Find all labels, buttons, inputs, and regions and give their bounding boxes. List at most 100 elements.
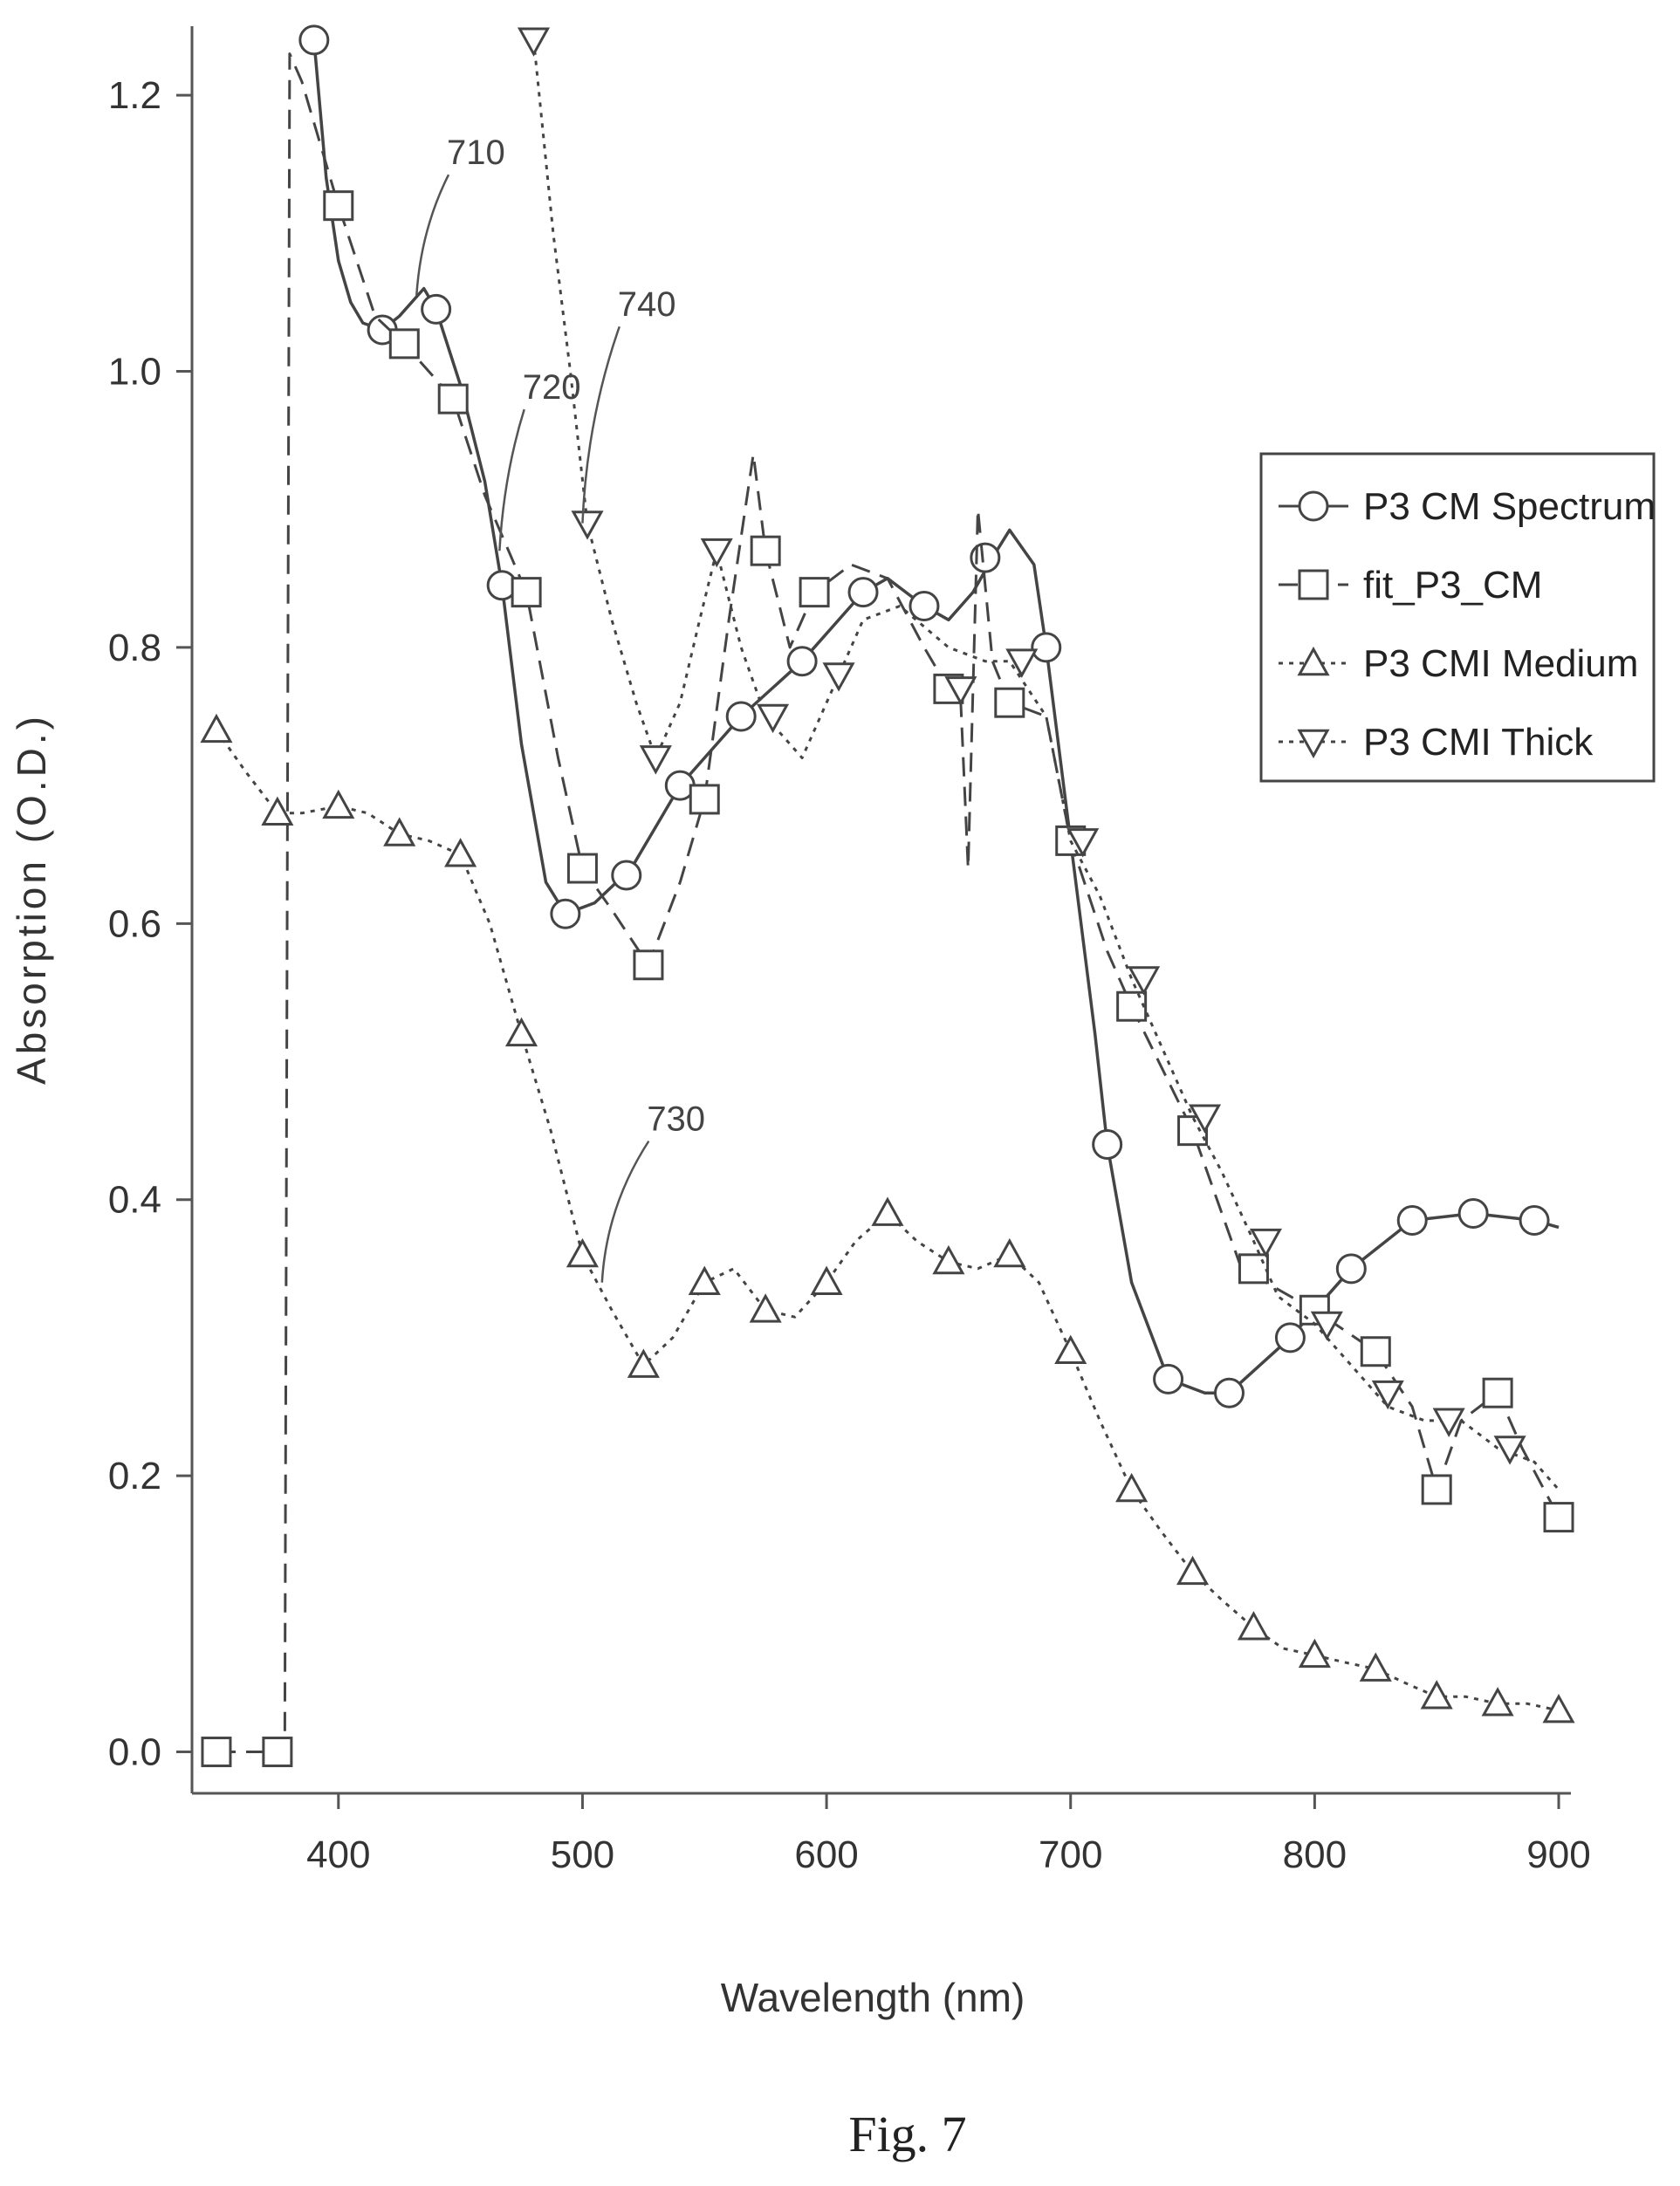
x-tick-label: 500 [551,1833,614,1876]
data-point [810,1265,843,1295]
data-point [994,687,1025,718]
callout-leader [600,1140,650,1283]
legend-item-p3-cm-spectrum: P3 CM Spectrum [1279,485,1656,528]
series-line [215,729,1560,1712]
data-point [822,662,855,692]
data-point [639,745,672,775]
data-point [1542,1693,1575,1723]
data-point [1115,1472,1149,1503]
data-point [757,703,790,734]
data-point [262,1737,293,1768]
data-point [1298,1638,1331,1669]
axes [190,26,1571,1795]
data-point [1335,1253,1367,1285]
data-point [1519,1204,1550,1236]
data-point [627,1348,660,1378]
y-tick-label: 0.6 [108,902,161,945]
legend-item-p3-cmi-medium: P3 CMI Medium [1279,642,1638,685]
data-point [786,646,818,677]
legend-marker [1298,569,1329,600]
callout-label: 730 [647,1100,705,1139]
data-point [200,713,233,744]
x-tick-label: 600 [794,1833,858,1876]
data-point [1176,1555,1210,1586]
y-tick-label: 0.0 [108,1731,161,1774]
data-point [689,784,720,815]
data-point [700,538,733,568]
data-point [201,1737,232,1768]
legend-label: P3 CM Spectrum [1363,485,1656,528]
data-point [1128,966,1161,996]
data-point [1481,1687,1514,1717]
data-point [970,542,1001,573]
data-point [1188,1104,1222,1134]
data-point [261,796,294,826]
data-point [1054,1334,1087,1365]
x-tick-label: 400 [306,1833,370,1876]
data-point [1420,1680,1453,1710]
data-point [298,24,330,56]
data-point [1249,1228,1282,1258]
data-point [1153,1363,1184,1395]
legend-marker [1298,490,1329,522]
data-point [1482,1377,1513,1408]
y-tick-label: 1.2 [108,74,161,117]
series-fit-p3-cm [201,52,1574,1768]
x-axis-title: Wavelength (nm) [721,1975,1025,2020]
data-point [1092,1128,1123,1160]
data-point [1310,1311,1343,1341]
y-ticks: 0.0 0.2 0.4 0.6 0.8 1.0 1.2 [108,74,192,1774]
figure-caption: Fig. 7 [848,2106,966,2162]
callout-740: 740 [581,285,676,524]
legend-label: fit_P3_CM [1363,564,1542,606]
callout-710: 710 [415,134,505,296]
data-point [388,328,420,360]
legend-item-fit-p3-cm: fit_P3_CM [1279,564,1542,606]
series-p3-cm-spectrum [298,24,1560,1408]
data-point [504,1017,538,1047]
data-point [611,860,642,891]
data-point [550,898,581,929]
data-point [1359,1652,1392,1682]
data-point [633,949,664,981]
y-axis-title: Absorption (O.D.) [9,713,54,1085]
data-point [511,577,542,608]
y-tick-label: 1.0 [108,351,161,394]
data-point [944,676,977,706]
callout-730: 730 [600,1100,705,1283]
callout-label: 710 [447,134,505,172]
data-point [1116,990,1148,1022]
data-point [1237,1611,1271,1641]
data-point [847,577,879,608]
legend-label: P3 CMI Thick [1363,721,1594,764]
data-point [688,1265,721,1295]
data-point [871,1196,904,1226]
x-tick-label: 800 [1283,1833,1347,1876]
data-point [932,1244,965,1275]
callout-label: 720 [523,368,581,407]
y-tick-label: 0.8 [108,627,161,669]
callout-leader [581,326,621,524]
series-p3-cmi-medium [200,713,1575,1723]
series-layer [200,24,1575,1768]
y-tick-label: 0.4 [108,1179,161,1222]
data-point [749,1293,782,1323]
series-line [532,39,1560,1490]
x-ticks: 400 500 600 700 800 900 [306,1793,1591,1876]
data-point [1274,1322,1306,1353]
y-tick-label: 0.2 [108,1455,161,1497]
x-tick-label: 900 [1526,1833,1590,1876]
data-point [323,190,354,222]
legend-marker [1297,646,1330,676]
legend-items: P3 CM Spectrum fit_P3_CM P3 CMI Medium P3 C… [1279,485,1656,764]
data-point [571,511,604,540]
series-p3-cmi-thick [517,27,1560,1490]
data-point [1005,648,1039,678]
callout-label: 740 [618,285,676,324]
series-line [216,52,1560,1753]
legend-marker [1297,729,1330,759]
annotation-layer: 710 720 740 730 [415,134,705,1283]
data-point [566,853,598,884]
legend-item-p3-cmi-thick: P3 CMI Thick [1279,721,1594,764]
